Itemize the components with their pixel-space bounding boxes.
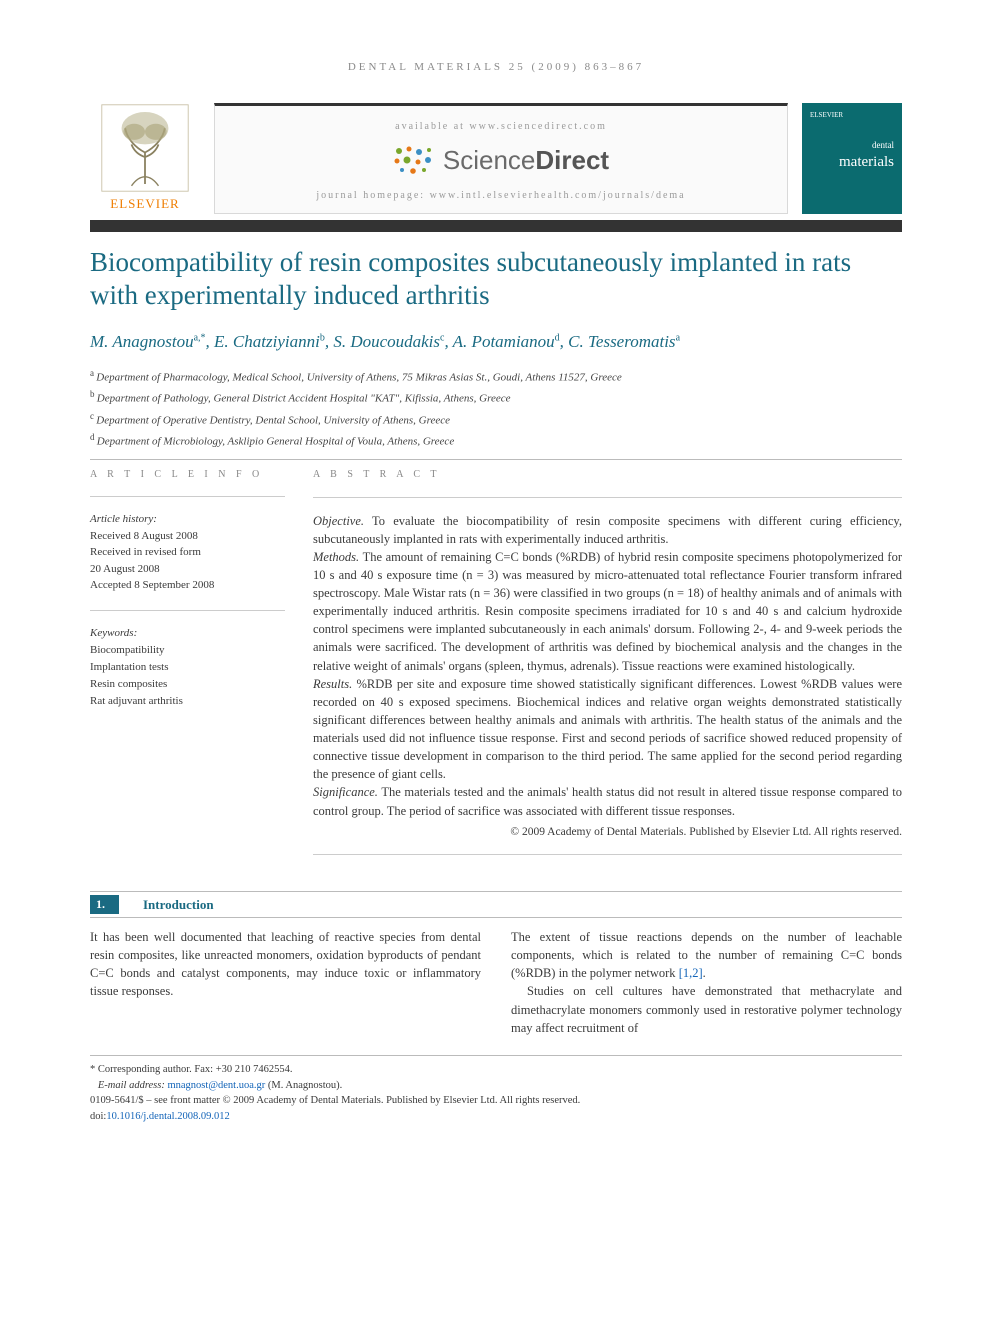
- affiliation-line: b Department of Pathology, General Distr…: [90, 387, 902, 408]
- affiliation-line: c Department of Operative Dentistry, Den…: [90, 409, 902, 430]
- divider: [313, 497, 902, 498]
- abstract-results: Results. %RDB per site and exposure time…: [313, 675, 902, 784]
- intro-paragraph-1: It has been well documented that leachin…: [90, 928, 481, 1001]
- email-tail: (M. Anagnostou).: [265, 1080, 342, 1091]
- abstract-copyright: © 2009 Academy of Dental Materials. Publ…: [313, 824, 902, 841]
- body-column-left: It has been well documented that leachin…: [90, 928, 481, 1037]
- objective-label: Objective.: [313, 514, 364, 528]
- article-info-column: A R T I C L E I N F O Article history: R…: [90, 468, 285, 869]
- section-title: Introduction: [143, 896, 214, 914]
- journal-banner: ELSEVIER available at www.sciencedirect.…: [90, 103, 902, 213]
- author-affiliation-marker: b: [320, 332, 325, 343]
- abstract-heading: A B S T R A C T: [313, 468, 902, 483]
- abstract-objective: Objective. To evaluate the biocompatibil…: [313, 512, 902, 548]
- intro-p2-end: .: [703, 966, 706, 980]
- available-at-line: available at www.sciencedirect.com: [395, 120, 607, 134]
- sciencedirect-dots-icon: [393, 145, 435, 175]
- body-two-columns: It has been well documented that leachin…: [90, 928, 902, 1037]
- article-info-heading: A R T I C L E I N F O: [90, 468, 285, 482]
- issn-copyright-line: 0109-5641/$ – see front matter © 2009 Ac…: [90, 1093, 902, 1109]
- journal-homepage-line: journal homepage: www.intl.elsevierhealt…: [316, 189, 685, 203]
- affiliation-marker: c: [90, 411, 96, 421]
- objective-text: To evaluate the biocompatibility of resi…: [313, 514, 902, 546]
- sd-science: Science: [443, 145, 536, 175]
- abstract-significance: Significance. The materials tested and t…: [313, 783, 902, 819]
- sd-direct: Direct: [535, 145, 609, 175]
- affiliation-list: a Department of Pharmacology, Medical Sc…: [90, 366, 902, 451]
- body-column-right: The extent of tissue reactions depends o…: [511, 928, 902, 1037]
- author-list: M. Anagnostoua,*, E. Chatziyiannib, S. D…: [90, 331, 902, 354]
- history-label: Article history:: [90, 511, 285, 528]
- abstract-methods: Methods. The amount of remaining C=C bon…: [313, 548, 902, 675]
- intro-p2-text: The extent of tissue reactions depends o…: [511, 930, 902, 980]
- sciencedirect-wordmark: ScienceDirect: [443, 142, 609, 178]
- title-top-rule: [90, 220, 902, 232]
- affiliation-line: d Department of Microbiology, Asklipio G…: [90, 430, 902, 451]
- cover-dental-word: dental: [872, 139, 894, 152]
- article-history-block: Article history: Received 8 August 2008 …: [90, 511, 285, 594]
- affiliation-marker: a: [90, 368, 96, 378]
- history-revised-line1: Received in revised form: [90, 544, 285, 561]
- journal-cover-thumbnail: ELSEVIER dental materials: [802, 103, 902, 213]
- results-label: Results.: [313, 677, 352, 691]
- running-header: DENTAL MATERIALS 25 (2009) 863–867: [90, 60, 902, 75]
- corresponding-author: * Corresponding author. Fax: +30 210 746…: [90, 1062, 902, 1078]
- history-accepted: Accepted 8 September 2008: [90, 577, 285, 594]
- keywords-label: Keywords:: [90, 625, 285, 642]
- keyword-item: Biocompatibility: [90, 642, 285, 659]
- affiliation-line: a Department of Pharmacology, Medical Sc…: [90, 366, 902, 387]
- significance-label: Significance.: [313, 785, 378, 799]
- author-affiliation-marker: a,*: [194, 332, 206, 343]
- keyword-item: Rat adjuvant arthritis: [90, 693, 285, 710]
- results-text: %RDB per site and exposure time showed s…: [313, 677, 902, 782]
- intro-paragraph-2: The extent of tissue reactions depends o…: [511, 928, 902, 982]
- significance-text: The materials tested and the animals' he…: [313, 785, 902, 817]
- doi-line: doi:10.1016/j.dental.2008.09.012: [90, 1109, 902, 1125]
- methods-text: The amount of remaining C=C bonds (%RDB)…: [313, 550, 902, 673]
- author-affiliation-marker: c: [440, 332, 444, 343]
- affiliation-marker: b: [90, 389, 97, 399]
- cover-materials-word: materials: [839, 152, 894, 173]
- email-label: E-mail address:: [98, 1080, 168, 1091]
- keywords-list: BiocompatibilityImplantation testsResin …: [90, 642, 285, 710]
- elsevier-logo-block: ELSEVIER: [90, 103, 200, 213]
- history-received: Received 8 August 2008: [90, 528, 285, 545]
- elsevier-wordmark: ELSEVIER: [110, 195, 179, 213]
- divider: [90, 610, 285, 611]
- keywords-block: Keywords: BiocompatibilityImplantation t…: [90, 625, 285, 710]
- intro-paragraph-3: Studies on cell cultures have demonstrat…: [511, 982, 902, 1036]
- author-affiliation-marker: a: [676, 332, 680, 343]
- article-title: Biocompatibility of resin composites sub…: [90, 232, 902, 332]
- sciencedirect-logo: ScienceDirect: [393, 142, 609, 178]
- reference-link[interactable]: [1,2]: [679, 966, 703, 980]
- keyword-item: Implantation tests: [90, 659, 285, 676]
- banner-center: available at www.sciencedirect.com Scien…: [214, 103, 788, 213]
- cover-publisher: ELSEVIER: [810, 111, 843, 121]
- keyword-item: Resin composites: [90, 676, 285, 693]
- info-abstract-row: A R T I C L E I N F O Article history: R…: [90, 468, 902, 869]
- doi-link[interactable]: 10.1016/j.dental.2008.09.012: [106, 1111, 229, 1122]
- author-email[interactable]: mnagnost@dent.uoa.gr: [167, 1080, 265, 1091]
- doi-label: doi:: [90, 1111, 106, 1122]
- methods-label: Methods.: [313, 550, 359, 564]
- footnotes-block: * Corresponding author. Fax: +30 210 746…: [90, 1055, 902, 1125]
- email-line: E-mail address: mnagnost@dent.uoa.gr (M.…: [90, 1078, 902, 1094]
- section-heading-row: 1. Introduction: [90, 891, 902, 918]
- affiliation-marker: d: [90, 432, 97, 442]
- section-number: 1.: [90, 895, 119, 914]
- author-affiliation-marker: d: [555, 332, 560, 343]
- abstract-column: A B S T R A C T Objective. To evaluate t…: [313, 468, 902, 869]
- divider: [90, 459, 902, 460]
- elsevier-tree-icon: [100, 103, 190, 193]
- divider: [313, 854, 902, 855]
- page: DENTAL MATERIALS 25 (2009) 863–867 ELSEV…: [0, 0, 992, 1165]
- divider: [90, 496, 285, 497]
- history-revised-line2: 20 August 2008: [90, 561, 285, 578]
